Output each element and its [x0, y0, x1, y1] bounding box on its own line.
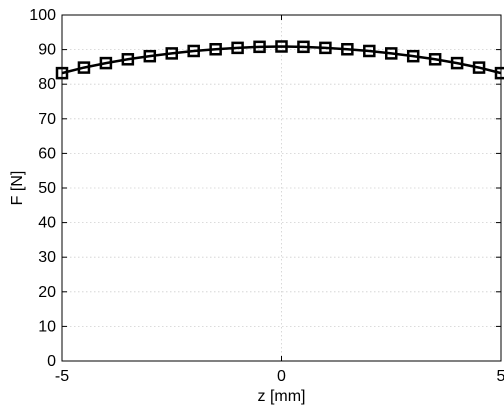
y-axis-label: F [N] [9, 171, 26, 206]
y-tick-label: 10 [38, 318, 56, 335]
y-tick-label: 90 [38, 42, 56, 59]
data-point-marker [231, 41, 244, 55]
x-tick-label: 5 [497, 368, 504, 385]
data-point-marker [450, 56, 464, 70]
data-point-marker [428, 53, 442, 66]
series-group [55, 40, 504, 80]
x-axis-label: z [mm] [258, 388, 306, 405]
data-point-marker [341, 43, 354, 56]
y-tick-label: 50 [38, 180, 56, 197]
data-point-marker [472, 61, 486, 74]
data-point-marker [77, 61, 91, 74]
data-point-marker [121, 53, 135, 66]
y-tick-label: 100 [29, 7, 56, 24]
data-point-marker [319, 41, 332, 55]
data-point-marker [209, 43, 222, 56]
y-tick-label: 0 [47, 353, 56, 370]
x-tick-label: 0 [277, 368, 286, 385]
data-point-marker [55, 66, 69, 80]
y-tick-label: 80 [38, 76, 56, 93]
data-point-marker [494, 66, 504, 80]
data-point-marker [143, 49, 157, 63]
data-point-marker [363, 44, 376, 58]
data-point-marker [406, 49, 420, 63]
data-point-marker [275, 40, 288, 53]
series-line [61, 45, 502, 75]
grid-lines [62, 15, 501, 361]
y-tick-label: 20 [38, 284, 56, 301]
data-point-marker [253, 40, 266, 54]
data-point-marker [99, 56, 113, 70]
plot-frame [61, 14, 502, 362]
x-tick-label: -5 [55, 368, 69, 385]
y-tick-label: 40 [38, 215, 56, 232]
y-tick-label: 30 [38, 249, 56, 266]
data-point-marker [187, 44, 200, 58]
data-point-marker [165, 47, 178, 60]
data-point-marker [297, 40, 310, 54]
data-point-marker [385, 47, 398, 60]
y-tick-label: 60 [38, 145, 56, 162]
y-tick-label: 70 [38, 111, 56, 128]
